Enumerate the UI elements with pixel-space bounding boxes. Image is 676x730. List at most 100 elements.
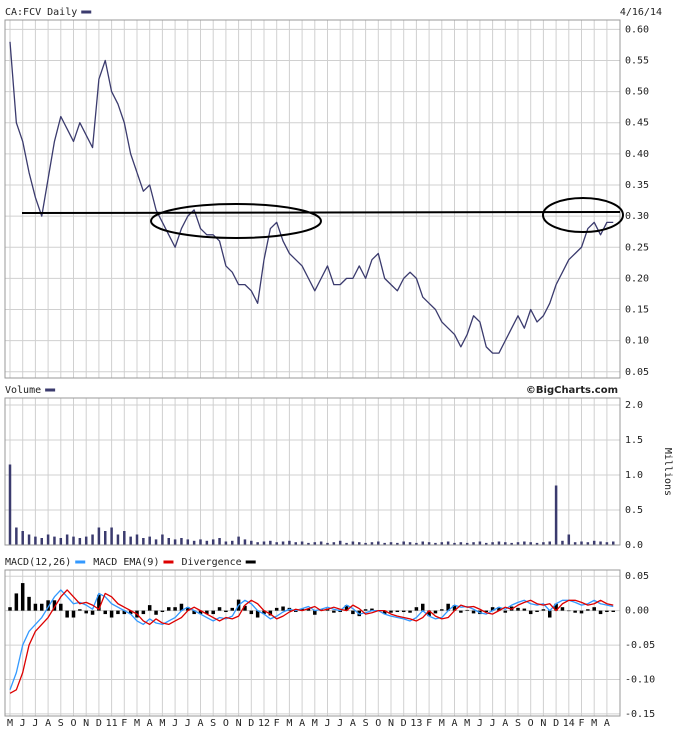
bar — [211, 539, 215, 545]
bar — [358, 542, 361, 545]
legend-swatch — [245, 560, 256, 564]
y-tick-label: 0.00 — [625, 606, 649, 617]
bar — [382, 610, 387, 615]
bar — [548, 541, 551, 545]
bar — [40, 603, 44, 611]
bar — [135, 534, 139, 545]
bar — [332, 542, 336, 545]
bar — [90, 610, 95, 615]
bar — [167, 607, 171, 611]
bar — [611, 610, 615, 613]
bar — [294, 542, 297, 545]
bar — [484, 610, 488, 613]
x-tick-label: A — [604, 718, 610, 729]
plot-area — [5, 20, 620, 378]
bar — [395, 610, 400, 613]
legend-label: Volume — [5, 385, 41, 396]
bar — [78, 538, 82, 545]
bar — [161, 534, 164, 545]
x-tick-label: J — [490, 718, 496, 729]
bar — [179, 603, 184, 611]
x-tick-label: N — [388, 718, 394, 729]
bar — [142, 538, 145, 545]
x-tick-label: J — [172, 718, 178, 729]
bar — [33, 603, 38, 611]
x-tick-label: F — [426, 718, 432, 729]
bar — [268, 610, 273, 616]
bar — [560, 607, 565, 611]
bar — [173, 607, 177, 611]
bar — [573, 542, 577, 545]
bar — [529, 542, 532, 545]
x-tick-label: F — [274, 718, 280, 729]
bar — [491, 542, 494, 545]
highlight-ellipse — [150, 203, 322, 239]
bar — [306, 608, 311, 611]
x-tick-label: A — [350, 718, 356, 729]
bar — [396, 542, 399, 545]
bar — [440, 542, 444, 545]
bar — [554, 485, 558, 545]
x-tick-label: A — [197, 718, 203, 729]
bar — [116, 610, 120, 615]
x-tick-label: J — [32, 718, 38, 729]
legend-swatch — [45, 388, 56, 392]
bar — [490, 607, 495, 611]
bar — [59, 538, 63, 545]
x-tick-label: O — [70, 718, 76, 729]
bar — [421, 541, 424, 545]
bar — [167, 538, 170, 545]
bar — [421, 603, 425, 611]
bar — [154, 539, 158, 545]
bar — [446, 603, 450, 611]
highlight-ellipse — [542, 197, 624, 233]
bar — [427, 542, 431, 545]
trend-line — [21, 211, 621, 214]
bar — [414, 607, 419, 611]
bar — [154, 610, 158, 615]
plot-frame — [4, 397, 621, 546]
bar — [199, 539, 202, 545]
bar — [510, 542, 513, 545]
bar — [27, 534, 31, 545]
bar — [281, 606, 285, 611]
bar — [586, 542, 590, 545]
bar — [262, 610, 266, 615]
y-tick-label: 0.0 — [625, 540, 643, 551]
bar — [363, 609, 368, 611]
bar — [478, 541, 482, 545]
bar — [148, 536, 151, 545]
bar — [338, 540, 342, 545]
x-tick-label: 13 — [410, 718, 422, 729]
x-tick-label: A — [451, 718, 457, 729]
bar — [497, 541, 501, 545]
x-tick-label: D — [248, 718, 254, 729]
x-tick-label: F — [578, 718, 584, 729]
bar — [567, 610, 571, 612]
bar — [65, 610, 69, 618]
bar — [180, 538, 183, 545]
y-tick-label: 0.10 — [625, 336, 649, 347]
bar — [446, 541, 450, 545]
bar — [109, 610, 114, 618]
bar — [528, 610, 533, 615]
x-tick-label: A — [147, 718, 153, 729]
bar — [53, 536, 56, 545]
bar — [542, 542, 545, 545]
x-tick-label: D — [401, 718, 407, 729]
bar — [84, 610, 88, 614]
y-tick-label: 0.15 — [625, 305, 649, 316]
bar — [599, 541, 602, 545]
bar — [573, 610, 577, 613]
bar — [8, 464, 12, 545]
y-tick-label: 0.30 — [625, 211, 649, 222]
y-tick-label: 0.55 — [625, 55, 649, 66]
x-tick-label: O — [528, 718, 534, 729]
bar — [300, 608, 304, 611]
y-tick-label: 2.0 — [625, 400, 643, 411]
x-tick-label: N — [236, 718, 242, 729]
bar — [408, 610, 412, 613]
legend-swatch — [81, 10, 92, 14]
x-tick-label: M — [591, 718, 597, 729]
bar — [465, 542, 469, 545]
